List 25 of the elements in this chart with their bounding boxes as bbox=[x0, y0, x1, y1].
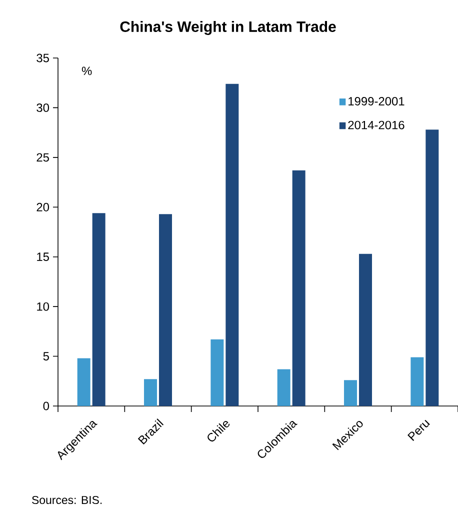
y-tick-label: 0 bbox=[43, 402, 49, 410]
y-axis-title: % bbox=[82, 66, 92, 76]
bar bbox=[344, 380, 357, 406]
bar bbox=[292, 170, 306, 406]
bar bbox=[158, 214, 172, 406]
bar bbox=[144, 379, 157, 406]
y-tick-label: 25 bbox=[36, 153, 49, 162]
y-tick-label: 10 bbox=[36, 302, 49, 311]
bar bbox=[210, 339, 224, 406]
bar bbox=[77, 358, 90, 406]
bar bbox=[425, 130, 438, 406]
bar bbox=[410, 357, 424, 406]
legend-label: 1999-2001 bbox=[348, 96, 404, 106]
chart-title: China's Weight in Latam Trade bbox=[120, 20, 336, 35]
bar bbox=[277, 369, 290, 406]
y-tick-label: 15 bbox=[36, 252, 49, 262]
y-tick-label: 20 bbox=[36, 202, 49, 212]
legend-label: 2014-2016 bbox=[348, 120, 404, 130]
bar bbox=[358, 254, 372, 406]
y-tick-label: 5 bbox=[43, 352, 49, 360]
source-note: Sources: BIS. bbox=[32, 496, 102, 504]
bar bbox=[92, 213, 106, 406]
y-tick-label: 35 bbox=[36, 54, 49, 62]
bar bbox=[225, 84, 238, 406]
y-tick-label: 30 bbox=[36, 103, 49, 112]
